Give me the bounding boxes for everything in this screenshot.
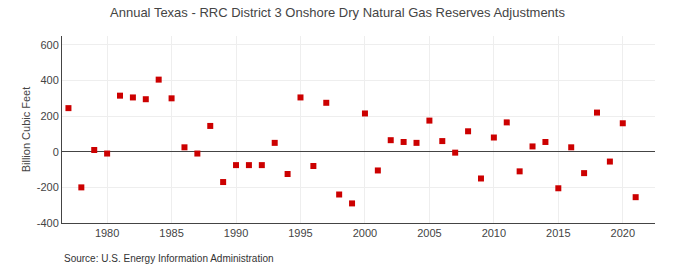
svg-text:0: 0	[53, 146, 59, 158]
svg-text:-200: -200	[37, 181, 59, 193]
svg-text:Billion Cubic Feet: Billion Cubic Feet	[20, 87, 32, 173]
svg-text:200: 200	[40, 110, 58, 122]
svg-text:1990: 1990	[224, 227, 248, 239]
svg-text:2000: 2000	[353, 227, 377, 239]
svg-text:600: 600	[40, 39, 58, 51]
svg-text:2005: 2005	[417, 227, 441, 239]
svg-text:1980: 1980	[95, 227, 119, 239]
svg-text:-400: -400	[37, 217, 59, 229]
svg-text:1995: 1995	[288, 227, 312, 239]
svg-text:1985: 1985	[159, 227, 183, 239]
svg-text:2015: 2015	[546, 227, 570, 239]
svg-text:2010: 2010	[482, 227, 506, 239]
svg-text:400: 400	[40, 74, 58, 86]
svg-text:Source: U.S. Energy Informatio: Source: U.S. Energy Information Administ…	[64, 253, 274, 264]
svg-text:Annual Texas - RRC District 3: Annual Texas - RRC District 3 Onshore Dr…	[110, 5, 565, 20]
svg-text:2020: 2020	[611, 227, 635, 239]
